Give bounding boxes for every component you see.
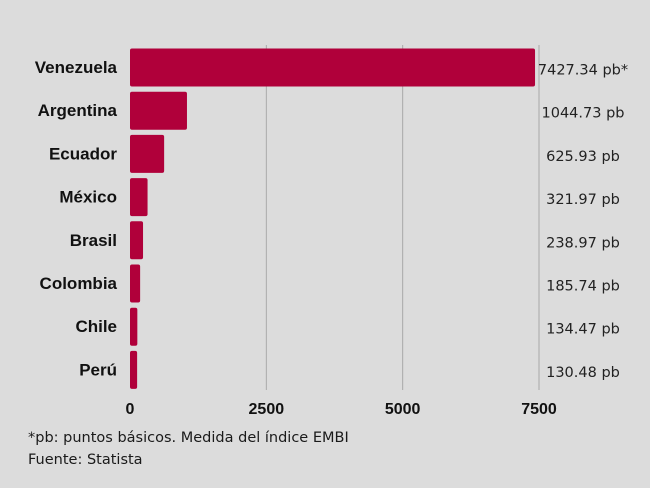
bar-méxico bbox=[130, 178, 148, 217]
category-label: Ecuador bbox=[49, 144, 117, 163]
category-label: Argentina bbox=[38, 101, 118, 120]
x-tick-label: 7500 bbox=[521, 401, 557, 418]
value-label: 1044.73 pb bbox=[542, 106, 625, 122]
x-tick-label: 2500 bbox=[249, 401, 285, 418]
value-label: 321.97 pb bbox=[546, 192, 620, 208]
source-note: Fuente: Statista bbox=[28, 452, 143, 468]
bar-chile bbox=[130, 307, 138, 346]
category-label: México bbox=[59, 188, 117, 207]
x-tick-labels: 0 2500 5000 7500 bbox=[126, 401, 557, 418]
value-label: 7427.34 pb* bbox=[538, 63, 628, 79]
bar-argentina bbox=[130, 91, 187, 130]
value-label: 134.47 pb bbox=[546, 322, 620, 338]
category-label: Venezuela bbox=[35, 58, 118, 77]
footnote: *pb: puntos básicos. Medida del índice E… bbox=[28, 430, 349, 446]
x-tick-label: 5000 bbox=[385, 401, 421, 418]
value-label: 130.48 pb bbox=[546, 365, 620, 381]
bar-brasil bbox=[130, 221, 144, 260]
gridlines bbox=[265, 45, 540, 390]
bar-venezuela bbox=[130, 48, 536, 87]
value-labels: 7427.34 pb* 1044.73 pb 625.93 pb 321.97 pb 2… bbox=[538, 63, 628, 381]
bar-ecuador bbox=[130, 134, 165, 173]
bars bbox=[130, 48, 536, 389]
category-label: Colombia bbox=[40, 274, 118, 293]
value-label: 238.97 pb bbox=[546, 235, 620, 251]
category-label: Brasil bbox=[70, 231, 117, 250]
bar-perú bbox=[130, 350, 138, 389]
category-labels: Venezuela Argentina Ecuador México Brasil Col… bbox=[35, 58, 118, 379]
bar-colombia bbox=[130, 264, 141, 303]
value-label: 185.74 pb bbox=[546, 279, 620, 295]
category-label: Perú bbox=[79, 360, 117, 379]
value-label: 625.93 pb bbox=[546, 149, 620, 165]
category-label: Chile bbox=[75, 317, 117, 336]
x-tick-label: 0 bbox=[126, 401, 135, 418]
